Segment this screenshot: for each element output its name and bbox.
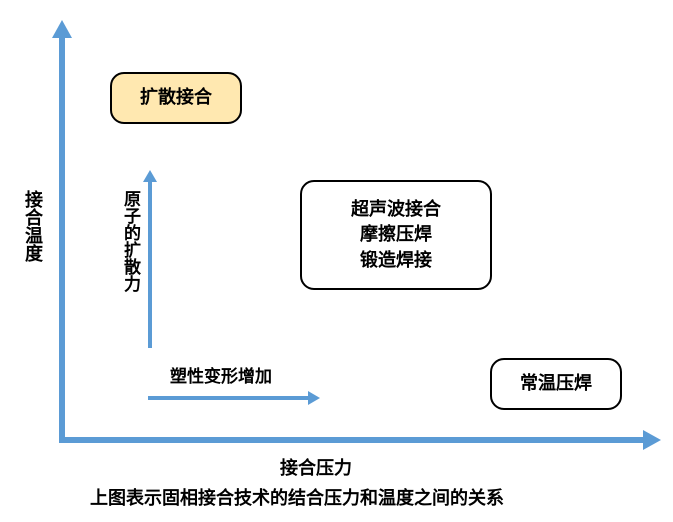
box-room-temp-welding-label: 常温压焊: [520, 371, 592, 396]
box-mid-line-1: 摩擦压焊: [360, 222, 432, 247]
plastic-arrow-head: [308, 391, 320, 405]
plastic-arrow-label: 塑性变形增加: [170, 362, 272, 387]
diffusion-arrow-line: [148, 180, 152, 348]
box-mid-line-0: 超声波接合: [351, 197, 441, 222]
box-diffusion-bonding: 扩散接合: [110, 72, 242, 124]
x-axis-line: [59, 437, 645, 443]
x-axis-arrowhead: [643, 430, 661, 450]
box-mid-line-2: 锻造焊接: [360, 248, 432, 273]
diffusion-arrow-head: [143, 170, 157, 182]
y-axis-arrowhead: [52, 20, 72, 38]
x-axis-label: 接合压力: [280, 454, 352, 480]
diagram-caption: 上图表示固相接合技术的结合压力和温度之间的关系: [90, 484, 504, 510]
box-room-temp-welding: 常温压焊: [490, 358, 622, 410]
box-mid-group: 超声波接合 摩擦压焊 锻造焊接: [300, 180, 492, 290]
diagram-canvas: 接合温度 接合压力 上图表示固相接合技术的结合压力和温度之间的关系 原子的扩散力…: [0, 0, 673, 522]
plastic-arrow-line: [148, 396, 310, 400]
y-axis-label: 接合温度: [20, 190, 46, 262]
box-diffusion-bonding-label: 扩散接合: [140, 85, 212, 110]
y-axis-line: [59, 36, 65, 440]
diffusion-arrow-label: 原子的扩散力: [118, 190, 143, 292]
